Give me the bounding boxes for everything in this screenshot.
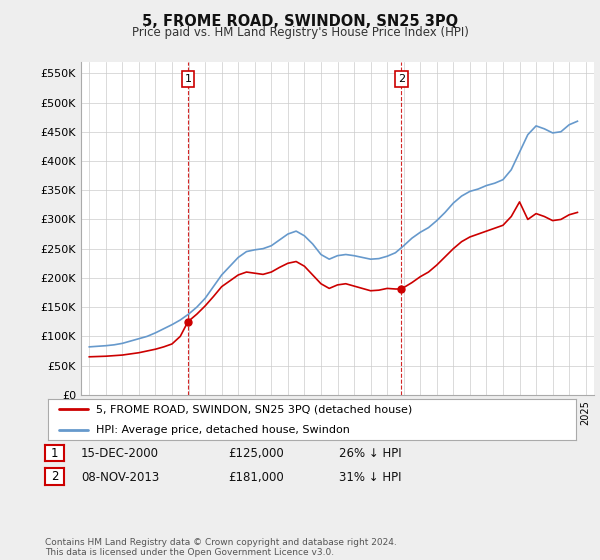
Text: 5, FROME ROAD, SWINDON, SN25 3PQ (detached house): 5, FROME ROAD, SWINDON, SN25 3PQ (detach…: [95, 404, 412, 414]
Text: 1: 1: [184, 74, 191, 84]
Text: HPI: Average price, detached house, Swindon: HPI: Average price, detached house, Swin…: [95, 424, 349, 435]
Text: 15-DEC-2000: 15-DEC-2000: [81, 447, 159, 460]
Text: 5, FROME ROAD, SWINDON, SN25 3PQ: 5, FROME ROAD, SWINDON, SN25 3PQ: [142, 14, 458, 29]
Text: Contains HM Land Registry data © Crown copyright and database right 2024.
This d: Contains HM Land Registry data © Crown c…: [45, 538, 397, 557]
Text: 2: 2: [51, 470, 58, 483]
Text: Price paid vs. HM Land Registry's House Price Index (HPI): Price paid vs. HM Land Registry's House …: [131, 26, 469, 39]
Text: 26% ↓ HPI: 26% ↓ HPI: [339, 447, 401, 460]
Text: 2: 2: [398, 74, 405, 84]
Text: 08-NOV-2013: 08-NOV-2013: [81, 470, 159, 484]
Text: 1: 1: [51, 446, 58, 460]
Text: £125,000: £125,000: [228, 447, 284, 460]
Text: £181,000: £181,000: [228, 470, 284, 484]
Text: 31% ↓ HPI: 31% ↓ HPI: [339, 470, 401, 484]
